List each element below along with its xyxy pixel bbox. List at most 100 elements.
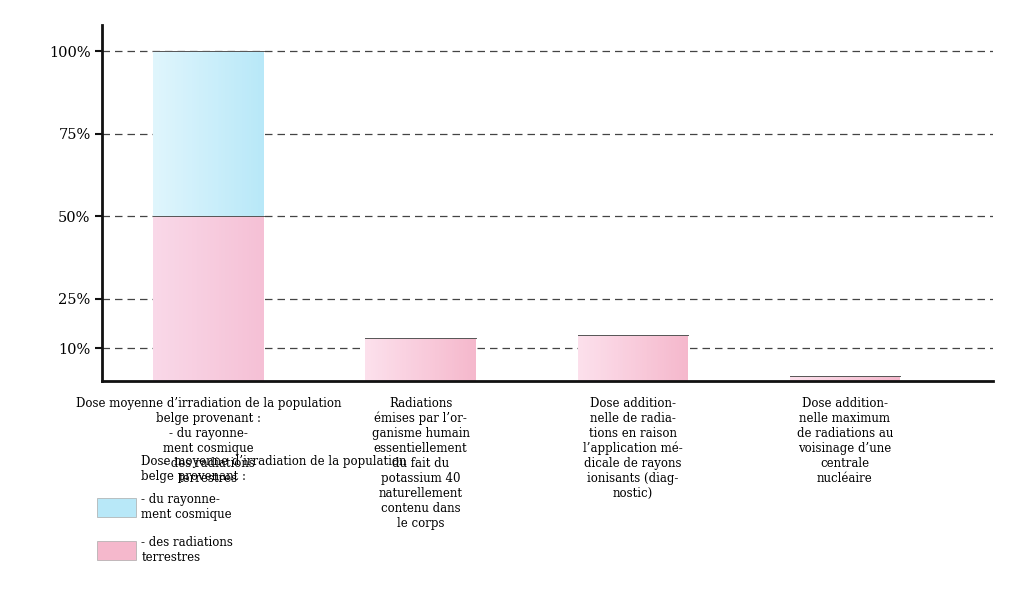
Bar	[796, 376, 798, 381]
Bar	[882, 376, 884, 381]
Bar	[887, 376, 889, 381]
Bar	[636, 335, 638, 381]
Bar	[821, 376, 823, 381]
Bar	[262, 51, 264, 216]
Bar	[415, 338, 417, 381]
Bar	[668, 335, 670, 381]
Bar	[207, 216, 209, 381]
Bar	[622, 335, 624, 381]
Bar	[172, 51, 174, 216]
Bar	[186, 51, 188, 216]
Bar	[790, 376, 792, 381]
Bar	[609, 335, 611, 381]
Bar	[378, 338, 380, 381]
Bar	[596, 335, 598, 381]
Bar	[428, 338, 430, 381]
Bar	[463, 338, 465, 381]
Bar	[179, 216, 181, 381]
Bar	[247, 216, 249, 381]
Bar	[673, 335, 675, 381]
Bar	[179, 51, 181, 216]
Bar	[186, 216, 188, 381]
Bar	[225, 51, 227, 216]
Bar	[258, 51, 260, 216]
Bar	[256, 51, 258, 216]
Text: Dose moyenne d’irradiation de la population
belge provenant :
- du rayonne-
ment: Dose moyenne d’irradiation de la populat…	[76, 397, 341, 485]
Bar	[251, 51, 253, 216]
Bar	[369, 338, 371, 381]
Bar	[617, 335, 620, 381]
Bar	[461, 338, 463, 381]
Bar	[386, 338, 388, 381]
Bar	[398, 338, 400, 381]
Bar	[382, 338, 384, 381]
Bar	[679, 335, 681, 381]
Bar	[439, 338, 441, 381]
Bar	[194, 51, 196, 216]
Bar	[651, 335, 653, 381]
Bar	[592, 335, 594, 381]
Bar	[677, 335, 679, 381]
Bar	[878, 376, 880, 381]
Bar	[660, 335, 663, 381]
Bar	[254, 216, 256, 381]
Bar	[587, 335, 589, 381]
Bar	[396, 338, 398, 381]
Bar	[430, 338, 432, 381]
Bar	[805, 376, 807, 381]
Bar	[200, 216, 202, 381]
Bar	[234, 51, 237, 216]
Bar	[810, 376, 812, 381]
Bar	[188, 216, 190, 381]
Bar	[254, 51, 256, 216]
Bar	[822, 376, 824, 381]
Bar	[203, 216, 205, 381]
Bar	[433, 338, 435, 381]
Bar	[391, 338, 393, 381]
Bar	[188, 51, 190, 216]
Bar	[212, 51, 214, 216]
Bar	[817, 376, 819, 381]
Bar	[884, 376, 886, 381]
Bar	[672, 335, 674, 381]
Bar	[173, 216, 175, 381]
Bar	[214, 216, 216, 381]
Bar	[426, 338, 428, 381]
Bar	[684, 335, 686, 381]
Bar	[449, 338, 451, 381]
Bar	[801, 376, 803, 381]
Bar	[260, 51, 262, 216]
Bar	[831, 376, 834, 381]
Bar	[164, 216, 166, 381]
Bar	[232, 216, 234, 381]
Bar	[861, 376, 863, 381]
Bar	[633, 335, 635, 381]
Bar	[896, 376, 898, 381]
Bar	[182, 51, 184, 216]
Bar	[850, 376, 852, 381]
Bar	[173, 51, 175, 216]
Bar	[458, 338, 460, 381]
Bar	[221, 216, 223, 381]
Bar	[366, 338, 368, 381]
Bar	[583, 335, 585, 381]
Bar	[867, 376, 869, 381]
Bar	[163, 216, 165, 381]
Bar	[845, 376, 847, 381]
Bar	[218, 51, 220, 216]
Bar	[230, 216, 232, 381]
Bar	[232, 51, 234, 216]
Bar	[849, 376, 851, 381]
Bar	[395, 338, 397, 381]
Bar	[894, 376, 896, 381]
Bar	[880, 376, 882, 381]
Bar	[452, 338, 454, 381]
Bar	[230, 51, 232, 216]
Bar	[645, 335, 647, 381]
Bar	[607, 335, 609, 381]
Bar	[819, 376, 821, 381]
Bar	[177, 51, 179, 216]
Bar	[400, 338, 402, 381]
Bar	[175, 216, 177, 381]
Bar	[840, 376, 842, 381]
